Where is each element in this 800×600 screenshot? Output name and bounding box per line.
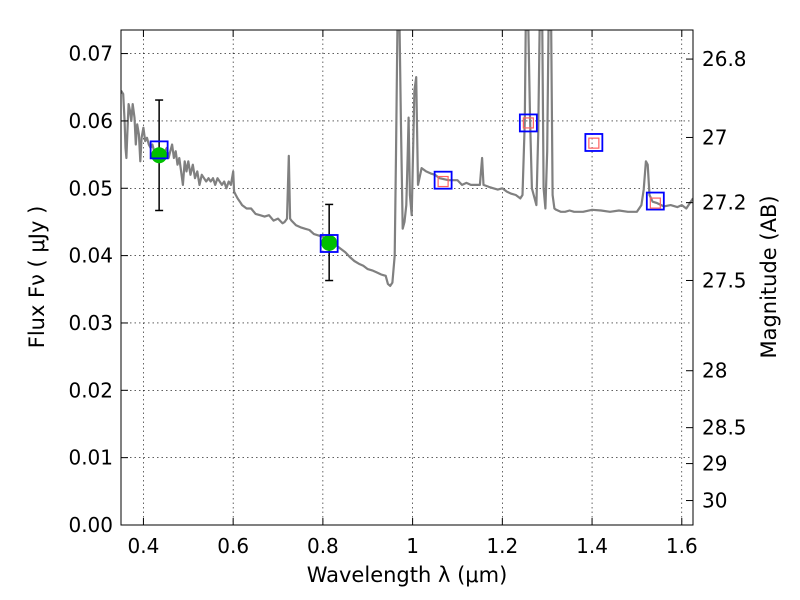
y2-tick-label: 27.2 [702, 191, 747, 215]
plot-area [121, 30, 693, 287]
y2-tick-label: 30 [702, 489, 727, 513]
bandpass-square [518, 113, 538, 133]
y-axis-title: Flux Fν ( μJy ) [25, 206, 49, 349]
y2-axis-title: Magnitude (AB) [757, 195, 781, 358]
x-tick-label: 1.6 [666, 534, 698, 558]
y-tick-label: 0.05 [68, 176, 113, 200]
observed-point [151, 147, 168, 164]
y-tick-label: 0.00 [68, 513, 113, 537]
x-axis-title: Wavelength λ (μm) [307, 563, 508, 587]
x-tick-label: 0.6 [217, 534, 249, 558]
predicted-square [649, 197, 661, 209]
y-tick-label: 0.02 [68, 378, 113, 402]
y2-tick-label: 28 [702, 359, 727, 383]
y2-tick-label: 26.8 [702, 47, 747, 71]
predicted-square [522, 117, 534, 129]
y2-tick-label: 29 [702, 452, 727, 476]
y-tick-label: 0.06 [68, 109, 113, 133]
x-tick-label: 1 [406, 534, 419, 558]
bandpass-square [584, 133, 604, 152]
y2-tick-label: 27.5 [702, 268, 747, 292]
grid [121, 30, 693, 526]
x-tick-label: 1.4 [576, 534, 608, 558]
y2-tick-label: 28.5 [702, 416, 747, 440]
bandpass-square [149, 140, 169, 160]
y-tick-label: 0.07 [68, 42, 113, 66]
y2-tick-label: 27 [702, 125, 727, 149]
spectrum-line [121, 30, 693, 287]
bandpass-square [319, 234, 339, 253]
x-tick-label: 0.8 [307, 534, 339, 558]
bandpass-square [433, 170, 453, 190]
predicted-square [588, 137, 600, 149]
x-tick-label: 0.4 [128, 534, 160, 558]
axes: 0.4 0.6 0.8 1 1.2 1.4 1.6 0.00 0.01 0.02 0.03 0.04 0… [68, 30, 747, 558]
plot-frame [120, 29, 694, 526]
y-tick-label: 0.01 [68, 446, 113, 470]
x-tick-label: 1.2 [486, 534, 518, 558]
predicted-square [437, 175, 449, 188]
y-tick-label: 0.04 [68, 244, 113, 268]
observed-point [321, 234, 338, 251]
bandpass-square [645, 191, 665, 211]
y-tick-label: 0.03 [68, 311, 113, 335]
